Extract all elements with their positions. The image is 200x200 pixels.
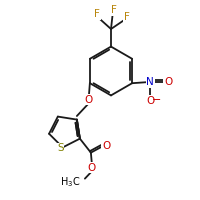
Text: S: S [57, 143, 64, 153]
Text: O: O [88, 163, 96, 173]
Text: F: F [94, 9, 100, 19]
Text: F: F [124, 12, 130, 22]
Text: O: O [164, 77, 172, 87]
Text: H$_3$C: H$_3$C [60, 175, 80, 189]
Text: O: O [102, 141, 110, 151]
Text: O: O [146, 96, 154, 106]
Text: N: N [146, 77, 154, 87]
Text: O: O [85, 95, 93, 105]
Text: F: F [111, 5, 117, 15]
Text: −: − [151, 95, 161, 105]
